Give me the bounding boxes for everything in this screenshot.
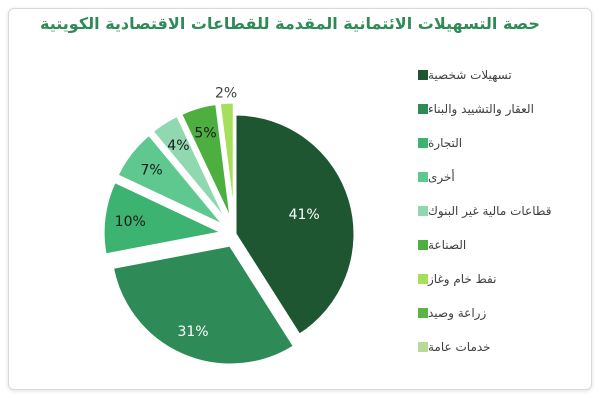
legend-label: نفط خام وغاز bbox=[428, 272, 497, 286]
slice-data-label: 31% bbox=[177, 324, 208, 340]
legend-swatch bbox=[418, 274, 428, 284]
slice-data-label: 7% bbox=[140, 162, 162, 178]
slice-data-label: 10% bbox=[115, 214, 146, 230]
pie-slice bbox=[149, 113, 230, 225]
legend-label: التجارة bbox=[428, 136, 463, 150]
slice-data-label: 2% bbox=[215, 85, 237, 101]
legend-item: الصناعة bbox=[410, 228, 570, 262]
pie-slice bbox=[178, 101, 234, 224]
legend-item: خدمات عامة bbox=[410, 330, 570, 364]
pie-slice bbox=[110, 243, 297, 367]
legend-label: خدمات عامة bbox=[428, 340, 491, 354]
legend-swatch bbox=[418, 172, 428, 182]
legend-item: نفط خام وغاز bbox=[410, 262, 570, 296]
legend-swatch bbox=[418, 308, 428, 318]
legend-item: التجارة bbox=[410, 126, 570, 160]
legend-swatch bbox=[418, 342, 428, 352]
legend-item: تسهيلات شخصية bbox=[410, 58, 570, 92]
chart-title: حصة التسهيلات الائتمانية المقدمة للقطاعا… bbox=[40, 14, 540, 33]
pie-slice bbox=[233, 112, 357, 338]
slice-data-label: 4% bbox=[167, 138, 189, 154]
legend-item: زراعة وصيد bbox=[410, 296, 570, 330]
legend-swatch bbox=[418, 240, 428, 250]
legend-swatch bbox=[418, 70, 428, 80]
legend-swatch bbox=[418, 138, 428, 148]
legend-swatch bbox=[418, 104, 428, 114]
legend-label: الصناعة bbox=[428, 238, 467, 252]
pie-slice bbox=[114, 132, 227, 229]
legend-label: العقار والتشييد والبناء bbox=[428, 102, 534, 116]
legend-label: تسهيلات شخصية bbox=[428, 68, 512, 82]
legend-label: أخرى bbox=[428, 170, 455, 184]
pie-slice bbox=[101, 179, 228, 257]
pie-slices bbox=[101, 100, 357, 367]
slice-data-label: 41% bbox=[289, 207, 320, 223]
chart-legend: تسهيلات شخصية العقار والتشييد والبناء التج… bbox=[410, 58, 570, 364]
legend-item: أخرى bbox=[410, 160, 570, 194]
legend-label: قطاعات مالية غير البنوك bbox=[428, 204, 552, 218]
legend-item: قطاعات مالية غير البنوك bbox=[410, 194, 570, 228]
legend-swatch bbox=[418, 206, 428, 216]
pie-slice bbox=[217, 100, 236, 223]
legend-item: العقار والتشييد والبناء bbox=[410, 92, 570, 126]
slice-data-label: 5% bbox=[194, 126, 216, 142]
pie-labels: 41% 31% 10% 7% 4% 5% 2% bbox=[115, 85, 320, 340]
legend-label: زراعة وصيد bbox=[428, 306, 487, 320]
